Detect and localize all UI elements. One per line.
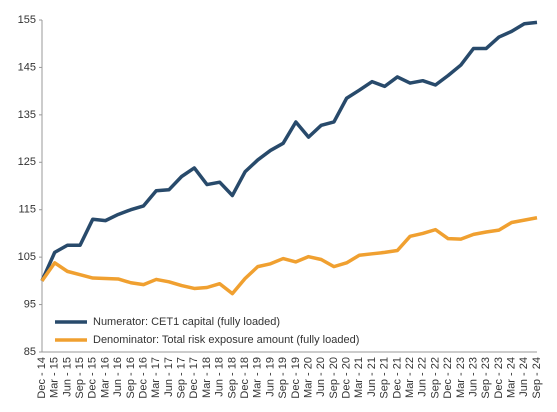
y-tick-label: 115: [18, 204, 36, 216]
x-tick-label: Sep - 18: [226, 357, 238, 399]
y-tick-label: 95: [24, 298, 36, 310]
x-tick-label: Jun - 19: [264, 357, 276, 397]
x-tick-label: Jun - 22: [417, 357, 429, 397]
x-tick-label: Mar - 17: [150, 357, 162, 398]
y-tick-label: 145: [18, 61, 36, 73]
x-tick-label: Mar - 16: [99, 357, 111, 398]
line-series: [40, 216, 538, 296]
x-tick-label: Sep - 21: [379, 357, 391, 399]
y-tick-label: 125: [18, 156, 36, 168]
x-tick-label: Mar - 24: [506, 357, 518, 398]
x-tick-label: Sep - 17: [176, 357, 188, 399]
x-tick-label: Dec - 19: [290, 357, 302, 399]
x-tick-label: Jun - 23: [467, 357, 479, 397]
x-tick-label: Mar - 21: [353, 357, 365, 398]
y-tick-label: 155: [18, 14, 36, 26]
x-tick-label: Mar - 20: [302, 357, 314, 398]
x-tick-label: Dec - 21: [391, 357, 403, 399]
x-tick-label: Mar - 18: [201, 357, 213, 398]
x-tick-label: Mar - 23: [455, 357, 467, 398]
x-tick-label: Dec - 15: [87, 357, 99, 399]
x-tick-label: Sep - 24: [531, 357, 543, 399]
x-tick-label: Mar - 15: [49, 357, 61, 398]
y-tick-label: 85: [24, 346, 36, 358]
x-tick-label: Dec - 18: [239, 357, 251, 399]
x-tick-label: Jun - 21: [366, 357, 378, 397]
line-series: [40, 20, 538, 282]
x-tick-label: Sep - 16: [125, 357, 137, 399]
y-tick-label: 135: [18, 109, 36, 121]
x-tick-label: Dec - 20: [341, 357, 353, 399]
x-tick-label: Jun - 17: [163, 357, 175, 397]
y-tick-label: 105: [18, 251, 36, 263]
x-tick-label: Jun - 16: [112, 357, 124, 397]
legend-label: Denominator: Total risk exposure amount …: [93, 334, 359, 346]
x-tick-label: Dec - 22: [442, 357, 454, 399]
x-tick-label: Dec - 23: [493, 357, 505, 399]
x-tick-label: Mar - 22: [404, 357, 416, 398]
legend-label: Numerator: CET1 capital (fully loaded): [93, 316, 280, 328]
x-tick-label: Jun - 18: [214, 357, 226, 397]
x-tick-label: Jun - 24: [518, 357, 530, 397]
x-tick-label: Dec - 16: [137, 357, 149, 399]
x-tick-label: Sep - 23: [480, 357, 492, 399]
x-tick-label: Sep - 19: [277, 357, 289, 399]
x-tick-label: Dec - 14: [36, 357, 48, 399]
x-tick-label: Dec - 17: [188, 357, 200, 399]
x-tick-label: Jun - 15: [61, 357, 73, 397]
x-tick-label: Sep - 15: [74, 357, 86, 399]
x-tick-label: Sep - 20: [328, 357, 340, 399]
x-tick-label: Jun - 20: [315, 357, 327, 397]
x-tick-label: Mar - 19: [252, 357, 264, 398]
x-tick-label: Sep - 22: [429, 357, 441, 399]
